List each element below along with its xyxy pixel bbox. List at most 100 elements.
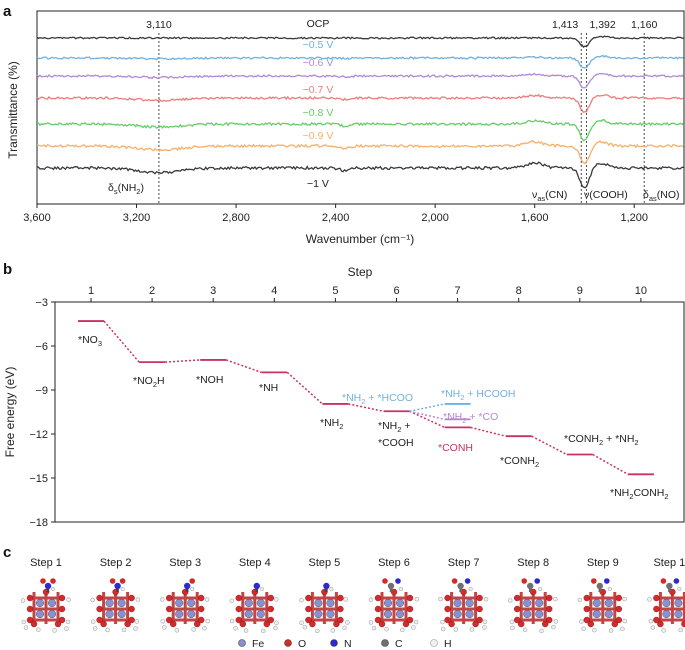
h-atom bbox=[413, 619, 419, 625]
series-label: −0.8 V bbox=[303, 107, 334, 119]
h-atom bbox=[162, 625, 167, 630]
energy-connector bbox=[592, 453, 629, 475]
label-main: *NH bbox=[443, 411, 462, 423]
fe-atom bbox=[256, 609, 265, 619]
h-atom bbox=[36, 627, 41, 632]
o-atom bbox=[444, 605, 451, 613]
fe-atom bbox=[592, 609, 601, 619]
o-atom bbox=[96, 605, 103, 613]
h-atom bbox=[229, 598, 235, 604]
label-rest: + *CO bbox=[466, 411, 498, 423]
nh2-bend-sub2: 2 bbox=[136, 187, 140, 196]
label-main: *NH bbox=[378, 420, 397, 432]
h-atom bbox=[483, 596, 489, 602]
spectrum-line bbox=[36, 54, 684, 69]
o-atom bbox=[444, 594, 451, 602]
legend-swatch bbox=[238, 639, 246, 647]
n-atom bbox=[114, 582, 121, 590]
fe-atom bbox=[105, 598, 114, 608]
o-atom bbox=[235, 616, 243, 624]
h-atom bbox=[438, 596, 443, 602]
o-atom bbox=[58, 605, 66, 613]
energy-tick-label: −15 bbox=[29, 473, 48, 485]
label-rest: + *HCOO bbox=[365, 392, 413, 404]
h-atom bbox=[468, 586, 473, 592]
h-atom bbox=[243, 628, 249, 633]
o-atom bbox=[26, 616, 34, 624]
fe-atom bbox=[117, 598, 126, 608]
energy-connector bbox=[165, 359, 201, 363]
o-atom bbox=[193, 620, 201, 628]
h-atom bbox=[174, 628, 180, 633]
h-atom bbox=[229, 618, 235, 624]
h-atom bbox=[259, 586, 264, 592]
n-atom bbox=[253, 582, 260, 590]
o-atom bbox=[165, 594, 173, 602]
h-atom bbox=[120, 586, 125, 592]
label-main: *NH bbox=[342, 392, 361, 404]
h-atom bbox=[160, 619, 165, 624]
fe-atom bbox=[105, 609, 114, 619]
c-atom bbox=[387, 582, 395, 590]
h-atom bbox=[678, 627, 683, 633]
h-atom bbox=[551, 624, 556, 630]
energy-connector bbox=[225, 359, 262, 374]
o-atom bbox=[40, 578, 46, 584]
h-atom bbox=[607, 586, 612, 592]
h-atom bbox=[135, 597, 141, 602]
step-tick-label: 3 bbox=[210, 285, 216, 297]
h-atom bbox=[650, 625, 656, 630]
panel-a-x-tick-label: 2,400 bbox=[322, 212, 350, 224]
fe-atom bbox=[662, 598, 671, 608]
fe-atom bbox=[592, 598, 601, 608]
h-atom bbox=[400, 627, 405, 633]
o-atom bbox=[653, 594, 660, 602]
fe-atom bbox=[453, 609, 462, 619]
n-atom bbox=[534, 578, 540, 584]
h-atom bbox=[677, 586, 682, 592]
o-atom bbox=[235, 605, 243, 613]
h-atom bbox=[92, 626, 98, 631]
fe-atom bbox=[604, 609, 613, 619]
series-label: −1 V bbox=[307, 178, 329, 190]
o-atom bbox=[546, 616, 553, 624]
label-rest: + HCOOH bbox=[464, 388, 515, 400]
structure-step-label: Step 2 bbox=[100, 557, 132, 569]
structure-step: Step 1 bbox=[20, 557, 71, 633]
nh2-bend-text: (NH bbox=[118, 182, 137, 194]
structure-step: Step 10 bbox=[647, 557, 685, 633]
no-bend-text: (NO) bbox=[657, 189, 680, 201]
label-main: *CONH bbox=[500, 455, 535, 467]
n-atom bbox=[395, 578, 401, 584]
o-atom bbox=[128, 594, 135, 602]
intermediate-label: *COOH bbox=[378, 437, 414, 449]
o-atom bbox=[514, 605, 521, 613]
o-atom bbox=[615, 605, 622, 613]
structure-step-label: Step 7 bbox=[448, 557, 480, 569]
label-main: *NH bbox=[441, 388, 460, 400]
h-atom bbox=[469, 627, 475, 632]
cooh-stretch-text: (COOH) bbox=[589, 189, 628, 201]
fe-atom bbox=[47, 598, 57, 608]
panel-a-x-tick-label: 1,600 bbox=[521, 212, 549, 224]
spectrum-line bbox=[36, 139, 684, 165]
spectrum-line bbox=[36, 119, 684, 142]
reference-line-label: 1,413 bbox=[552, 19, 578, 31]
o-atom bbox=[169, 620, 177, 628]
h-atom bbox=[273, 625, 278, 631]
o-atom bbox=[382, 578, 388, 584]
series-label: −0.6 V bbox=[303, 57, 334, 69]
panel-b-y-ticks: −3 −6 −9 −12 −15 −18 bbox=[29, 297, 55, 529]
annotation-no-bend: δas(NO) bbox=[643, 189, 680, 203]
o-atom bbox=[660, 578, 667, 584]
h-atom bbox=[342, 625, 347, 631]
step-tick-label: 10 bbox=[635, 285, 647, 297]
fe-atom bbox=[244, 609, 253, 619]
h-atom bbox=[205, 618, 210, 624]
o-atom bbox=[337, 594, 344, 602]
nh2-bend-sub: s bbox=[114, 187, 118, 196]
h-atom bbox=[52, 628, 57, 633]
o-atom bbox=[476, 605, 483, 613]
o-atom bbox=[58, 594, 66, 602]
h-atom bbox=[190, 586, 195, 592]
